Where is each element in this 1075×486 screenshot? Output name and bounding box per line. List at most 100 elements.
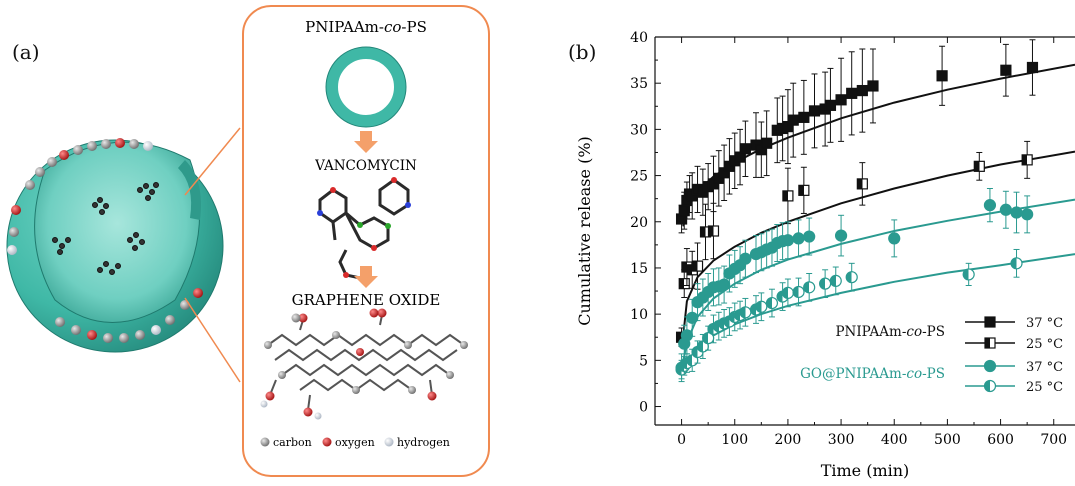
series-pnipaam-37c-point [808, 105, 821, 117]
inset-frame [242, 5, 490, 477]
series-pnipaam-37c-point [824, 99, 837, 111]
y-tick-label: 15 [630, 261, 648, 277]
series-pnipaam-37c-point [761, 137, 773, 149]
legend-marker [983, 379, 997, 393]
polymer-ring [326, 47, 406, 127]
legend-group-prefix: PNIPAAm- [835, 324, 906, 340]
carbon-legend-icon [260, 437, 270, 447]
series-pnipaam-37c-point [1026, 61, 1039, 74]
arrow-down-icon [354, 131, 378, 153]
x-tick-label: 400 [881, 432, 908, 448]
y-tick-label: 40 [630, 30, 648, 46]
series-pnipaam-25c-point [691, 260, 704, 272]
series-pnipaam-37c-point [835, 94, 847, 106]
series-go-37c-point [781, 234, 795, 247]
series-go-37c-point [983, 199, 997, 212]
x-tick-label: 200 [775, 432, 802, 448]
series-pnipaam-25c-point [707, 225, 720, 237]
series-go-37c-point [1021, 208, 1034, 221]
series-go-25c-point [755, 300, 768, 313]
series-go-25c-point [1010, 257, 1023, 270]
series-pnipaam-25c-point [798, 184, 810, 196]
series-go-37c-point [718, 278, 731, 291]
atom-legend: carbon oxygen hydrogen [260, 436, 450, 449]
panel-b-label: (b) [568, 40, 597, 64]
series-go-37c-point [792, 232, 805, 245]
hydrogen-legend-icon [384, 437, 394, 447]
legend-group-prefix: GO@PNIPAAm- [800, 366, 906, 382]
series-go-25c-point [803, 281, 816, 294]
polymer-title: PNIPAAm-co-PS [305, 18, 427, 36]
y-tick-label: 10 [630, 307, 648, 323]
legend-temperature-label: 25 °C [1026, 337, 1063, 352]
x-tick-label: 0 [677, 432, 686, 448]
encapsulated-drug-clusters [52, 182, 159, 275]
series-go-25c-point [819, 277, 832, 290]
series-pnipaam-37c-point [856, 84, 868, 97]
series-pnipaam-37c-point [798, 111, 810, 123]
series-pnipaam-25c-fit-line [681, 150, 1075, 343]
series-go-25c-point [962, 268, 975, 281]
carrier-title: GRAPHENE OXIDE [292, 291, 441, 309]
legend-group-label: GO@PNIPAAm-co-PS [800, 366, 945, 382]
legend-group-italic: co [906, 324, 922, 340]
series-go-37c-point [1010, 206, 1023, 219]
series-go-37c-point [999, 203, 1012, 216]
legend-group-suffix: -PS [922, 324, 945, 340]
series-go-37c-point [888, 232, 901, 245]
series-pnipaam-37c-point [1000, 64, 1012, 76]
arrow-down-icon-2 [354, 266, 378, 288]
carbon-legend-label: carbon [273, 436, 312, 449]
x-tick-label: 100 [721, 432, 748, 448]
y-tick-label: 20 [630, 215, 648, 231]
series-go-25c-point [792, 285, 805, 299]
x-axis-label: Time (min) [821, 461, 910, 480]
hydrogen-legend-label: hydrogen [397, 436, 450, 449]
series-go-37c-point [680, 329, 693, 342]
legend-group-suffix: -PS [922, 366, 945, 382]
polymer-ring-outline [325, 46, 407, 128]
legend-temperature-label: 25 °C [1026, 380, 1063, 395]
series-pnipaam-37c-point [678, 205, 690, 217]
plot-content [675, 39, 1075, 383]
series-go-25c-point [739, 306, 752, 319]
series-go-25c-point [829, 274, 842, 287]
zoom-line-top [184, 127, 241, 196]
series-pnipaam-25c-point [1021, 154, 1033, 166]
series-pnipaam-25c-point [782, 190, 794, 202]
oxygen-legend-icon [322, 437, 332, 447]
legend-temperature-label: 37 °C [1026, 316, 1063, 331]
series-go-37c-point [803, 230, 816, 243]
legend-temperature-label: 37 °C [1026, 360, 1063, 375]
series-pnipaam-37c-point [846, 87, 858, 99]
zoom-line-bottom [184, 297, 241, 383]
series-go-37c-point [834, 229, 848, 242]
series-pnipaam-37c-point [787, 114, 799, 126]
series-pnipaam-37c-point [867, 80, 879, 92]
schematic-illustration: PNIPAAm-co-PS VANCOMYCIN GRAPHENE OXIDE [6, 5, 490, 477]
oxygen-legend-label: oxygen [335, 436, 375, 449]
legend-marker [984, 337, 996, 349]
legend-group-label: PNIPAAm-co-PS [835, 324, 945, 340]
series-go-25c-point [845, 271, 858, 284]
x-tick-label: 300 [828, 432, 855, 448]
series-pnipaam-37c-point [936, 70, 948, 82]
series-pnipaam-25c-point [678, 278, 690, 290]
y-tick-label: 5 [639, 353, 648, 369]
x-tick-label: 700 [1040, 432, 1067, 448]
plot-area: 0 100 200 300 400 500 600 700 0 5 10 15 20 25 30 35 40 37… [630, 30, 1075, 448]
microsphere-cutaway [6, 138, 224, 353]
drug-title: VANCOMYCIN [314, 158, 417, 174]
series-go-37c-point [739, 252, 752, 265]
y-tick-label: 25 [630, 169, 648, 185]
y-tick-label: 30 [630, 122, 648, 138]
graphene-oxide-atoms [260, 308, 468, 420]
x-tick-label: 600 [987, 432, 1014, 448]
y-tick-label: 0 [639, 400, 648, 416]
vancomycin-atoms [317, 177, 411, 278]
series-go-37c-point [686, 311, 699, 324]
series-pnipaam-25c-point [856, 178, 868, 190]
y-axis-label: Cumulative release (%) [575, 136, 594, 326]
legend-group-italic: co [906, 366, 922, 382]
series-go-25c-point [765, 296, 779, 310]
